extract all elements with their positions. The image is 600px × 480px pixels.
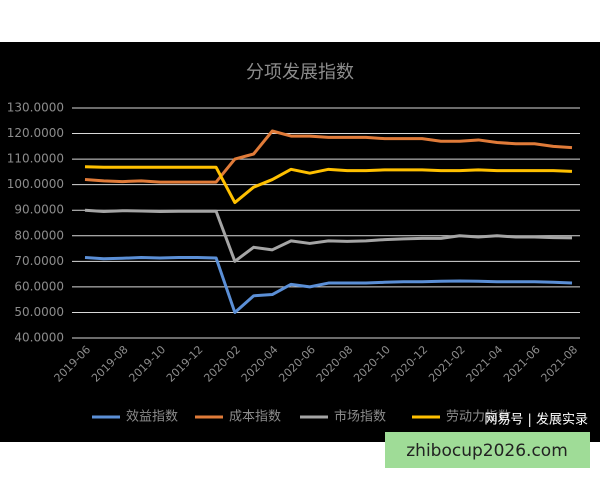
series-line [84, 256, 573, 314]
y-tick-label: 70.0000 [14, 254, 64, 268]
series-line [84, 129, 573, 184]
y-tick-label: 90.0000 [14, 203, 64, 217]
watermark-box [385, 432, 590, 468]
chart-title: 分项发展指数 [246, 62, 354, 83]
legend-label: 劳动力指数 [446, 409, 511, 425]
y-tick-label: 80.0000 [14, 228, 64, 242]
legend-label: 成本指数 [229, 410, 281, 425]
y-tick-label: 120.0000 [7, 126, 64, 140]
y-tick-label: 110.0000 [7, 152, 64, 166]
y-tick-label: 60.0000 [14, 279, 64, 293]
series-line [84, 165, 573, 205]
watermark-url: zhibocup2026.com [406, 441, 568, 461]
y-tick-label: 100.0000 [7, 177, 64, 191]
watermark-text: 网易号 | 发展实录 [484, 412, 588, 428]
y-tick-label: 130.0000 [7, 101, 64, 115]
y-tick-label: 40.0000 [14, 331, 64, 345]
y-tick-label: 50.0000 [14, 305, 64, 319]
legend-label: 市场指数 [334, 409, 386, 425]
legend-label: 效益指数 [126, 410, 178, 425]
series-line [84, 208, 573, 263]
